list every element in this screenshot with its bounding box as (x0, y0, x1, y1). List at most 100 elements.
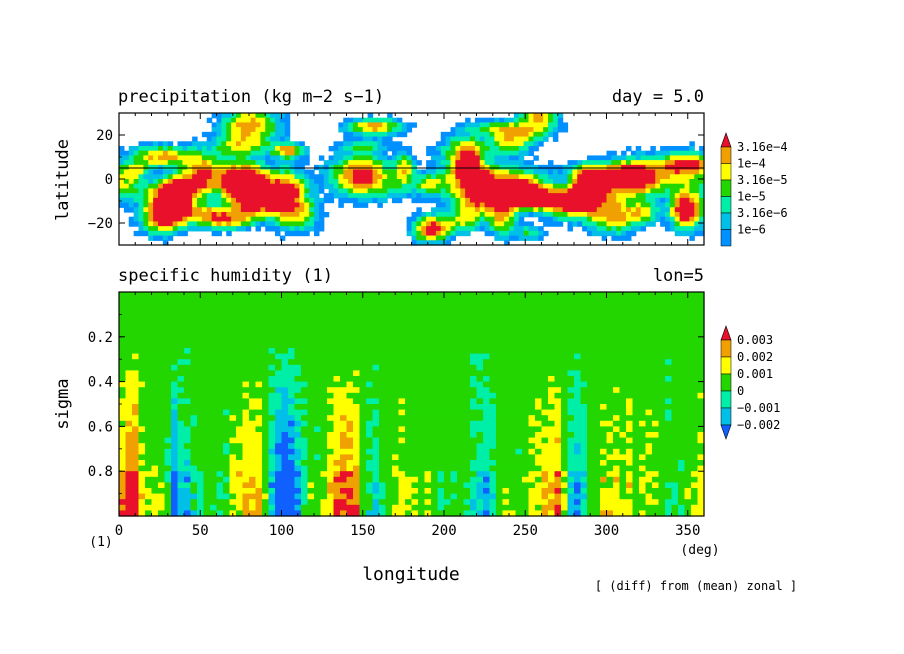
humidity-cell (411, 292, 419, 299)
humidity-cell (567, 437, 575, 444)
humidity-cell (600, 398, 608, 405)
humidity-cell (444, 404, 452, 411)
precip-cell (421, 179, 427, 185)
precip-cell (153, 155, 159, 161)
humidity-cell (177, 359, 185, 366)
precip-cell (289, 183, 296, 190)
precip-cell (567, 212, 573, 218)
precip-cell (314, 212, 320, 218)
humidity-cell (262, 398, 270, 405)
precip-cell (192, 155, 198, 161)
humidity-cell (158, 392, 166, 399)
humidity-cell (314, 314, 322, 321)
precip-cell (367, 136, 374, 142)
precip-cell (231, 146, 237, 152)
humidity-cell (249, 336, 257, 343)
precip-cell (382, 188, 388, 194)
humidity-cell (138, 353, 146, 360)
humidity-cell (366, 426, 374, 433)
precip-cell (684, 160, 690, 166)
precip-cell (479, 127, 486, 133)
humidity-cell (502, 342, 510, 349)
precip-cell (172, 207, 179, 213)
humidity-cell (320, 387, 328, 394)
precip-cell (640, 155, 647, 161)
precip-cell (231, 141, 237, 147)
humidity-cell (275, 325, 283, 332)
precip-cell (440, 146, 447, 152)
humidity-cell (561, 387, 569, 394)
precip-cell (289, 141, 296, 147)
humidity-cell (632, 359, 640, 366)
precip-cell (416, 183, 422, 190)
precip-cell (660, 216, 666, 223)
precip-cell (221, 197, 227, 204)
precip-cell (367, 188, 374, 194)
humidity-cell (340, 348, 348, 355)
humidity-cell (522, 331, 530, 338)
precip-cell (538, 117, 544, 124)
precip-cell (523, 202, 530, 208)
humidity-cell (626, 348, 634, 355)
humidity-cell (398, 292, 406, 299)
precip-cell (455, 160, 461, 166)
humidity-cell (249, 292, 257, 299)
precip-cell (392, 127, 398, 133)
precip-cell (509, 117, 515, 124)
precip-cell (450, 216, 456, 223)
humidity-cell (457, 292, 465, 299)
humidity-cell (379, 314, 387, 321)
precip-cell (474, 174, 481, 180)
precip-cell (201, 216, 208, 223)
humidity-cell (561, 314, 569, 321)
humidity-cell (470, 353, 478, 360)
precip-cell (474, 136, 481, 142)
precip-cell (655, 207, 661, 213)
precip-cell (528, 202, 534, 208)
humidity-cell (125, 437, 133, 444)
precip-cell (167, 150, 174, 157)
humidity-cell (639, 415, 647, 422)
precip-cell (353, 160, 359, 166)
humidity-cell (346, 342, 354, 349)
humidity-cell (470, 409, 478, 416)
humidity-cell (574, 359, 582, 366)
precip-cell (211, 193, 218, 199)
precip-cell (548, 207, 554, 213)
humidity-cell (574, 370, 582, 377)
precip-cell (630, 174, 637, 180)
humidity-cell (255, 314, 263, 321)
precip-cell (504, 127, 510, 133)
precip-cell (616, 174, 622, 180)
humidity-cell (580, 359, 588, 366)
humidity-cell (405, 376, 413, 383)
precip-cell (435, 150, 442, 157)
humidity-cell (697, 381, 705, 388)
precip-cell (591, 212, 598, 218)
precip-cell (445, 179, 452, 185)
humidity-cell (554, 376, 562, 383)
humidity-cell (353, 387, 361, 394)
precip-cell (387, 131, 393, 138)
humidity-cell (307, 320, 315, 327)
precip-cell (318, 207, 325, 213)
precip-cell (153, 235, 159, 241)
humidity-cell (457, 342, 465, 349)
humidity-cell (457, 392, 465, 399)
humidity-cell (125, 308, 133, 315)
humidity-cell (145, 409, 153, 416)
precip-cell (562, 183, 569, 190)
precip-cell (465, 117, 471, 124)
humidity-cell (307, 376, 315, 383)
humidity-cell (327, 314, 335, 321)
precip-cell (275, 160, 281, 166)
precip-cell (523, 183, 530, 190)
precip-cell (494, 169, 500, 175)
humidity-cell (528, 404, 536, 411)
precip-cell (611, 179, 617, 185)
precip-cell (265, 169, 271, 175)
humidity-cell (229, 370, 237, 377)
precip-cell (372, 122, 378, 128)
precip-cell (416, 226, 422, 232)
precip-cell (284, 174, 291, 180)
